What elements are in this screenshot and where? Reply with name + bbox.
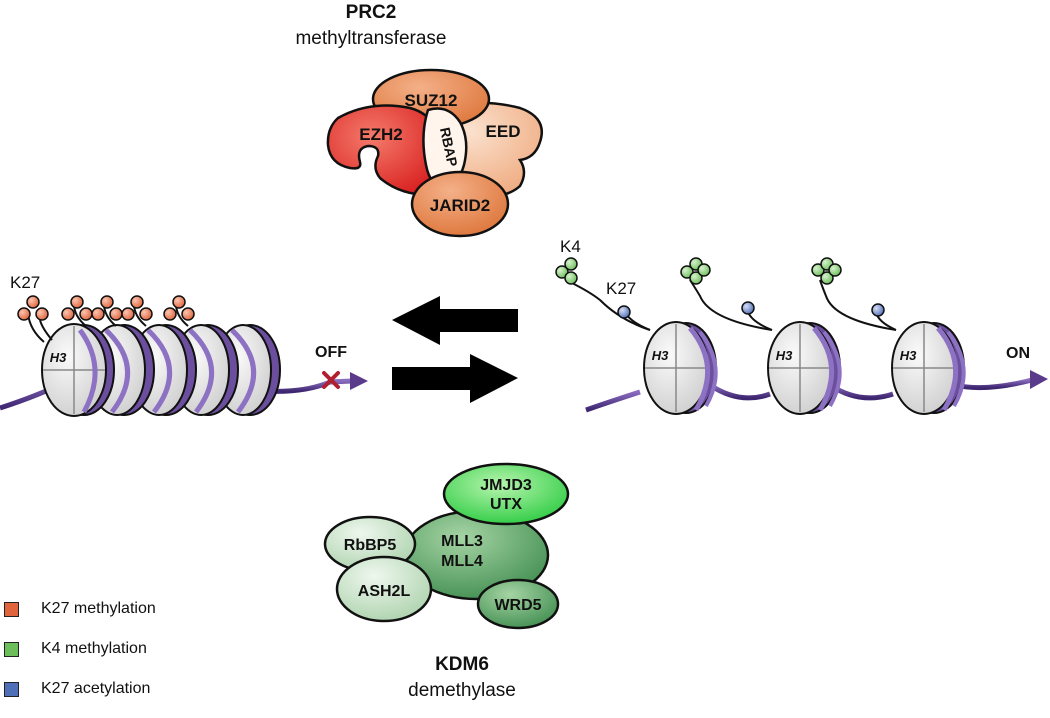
kdm6-subtitle: demethylase [408, 680, 516, 701]
prc2-complex: PRC2 methyltransferase SUZ12 EZH2 EED RB… [295, 2, 543, 238]
right-arrow-icon [392, 354, 518, 403]
nucleosome-on-2: H3 [767, 321, 842, 415]
kdm6-complex: JMJD3 UTX MLL3 MLL4 RbBP5 ASH2L WRD5 KDM… [323, 462, 570, 701]
dna-arrowhead-on [1030, 370, 1048, 389]
suz12-label: SUZ12 [405, 91, 458, 110]
ash2l-subunit [335, 555, 433, 623]
jarid2-subunit [410, 170, 510, 238]
on-h3-label-1: H3 [652, 348, 669, 363]
off-h3-label: H3 [50, 350, 67, 365]
ezh2-subunit [326, 104, 440, 197]
legend-swatch-k27-methylation [4, 601, 19, 617]
off-label: OFF [315, 344, 347, 361]
mll4-label: MLL4 [441, 553, 483, 570]
eed-label: EED [486, 122, 521, 141]
ezh2-label: EZH2 [359, 125, 402, 144]
prc2-subtitle: methyltransferase [295, 28, 446, 49]
nucleosome-on-3: H3 [891, 321, 966, 415]
legend-label-k4-methylation: K4 methylation [41, 640, 147, 657]
ash2l-label: ASH2L [358, 583, 411, 600]
legend-swatch-k27-acetylation [4, 681, 19, 697]
on-k27-label: K27 [606, 279, 636, 298]
legend-item-k4-methylation: K4 methylation [4, 638, 156, 660]
on-k4-label: K4 [560, 237, 581, 256]
jmjd3-subunit [442, 462, 570, 526]
rbbp5-label: RbBP5 [344, 537, 397, 554]
on-chromatin: ON H3 H3 H3 [555, 237, 1048, 415]
off-chromatin: OFF [0, 273, 368, 417]
left-arrow-icon [392, 296, 518, 345]
utx-label: UTX [490, 496, 522, 513]
legend-item-k27-methylation: K27 methylation [4, 598, 156, 620]
legend-item-k27-acetylation: K27 acetylation [4, 678, 156, 700]
on-h3-label-3: H3 [900, 348, 917, 363]
legend-label-k27-methylation: K27 methylation [41, 600, 156, 617]
jarid2-label: JARID2 [430, 196, 490, 215]
k27-methyl-marks [17, 295, 195, 343]
prc2-title: PRC2 [346, 2, 397, 23]
nucleosome-on-1: H3 [643, 321, 718, 415]
legend-label-k27-acetylation: K27 acetylation [41, 680, 151, 697]
dna-arrowhead-off [350, 372, 368, 390]
nucleosome-stack: H3 [41, 323, 281, 417]
block-x-icon [322, 371, 340, 389]
equilibrium-arrows [392, 296, 518, 403]
on-label: ON [1006, 345, 1030, 362]
legend: K27 methylation K4 methylation K27 acety… [4, 598, 156, 718]
k4-k27-marks [555, 257, 897, 331]
kdm6-title: KDM6 [435, 654, 489, 675]
wrd5-subunit [476, 578, 560, 630]
on-h3-label-2: H3 [776, 348, 793, 363]
legend-swatch-k4-methylation [4, 641, 19, 657]
wrd5-label: WRD5 [494, 597, 541, 614]
mll3-label: MLL3 [441, 533, 483, 550]
jmjd3-label: JMJD3 [480, 477, 532, 494]
off-k27-label: K27 [10, 273, 40, 292]
